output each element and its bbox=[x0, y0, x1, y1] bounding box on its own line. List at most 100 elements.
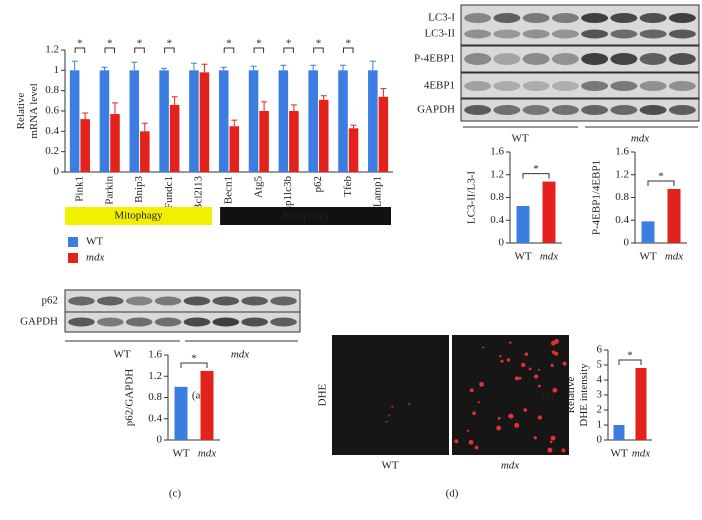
y-tick-label: 1 bbox=[54, 64, 60, 76]
significance-label: * bbox=[137, 38, 143, 50]
cell-signal bbox=[514, 422, 520, 428]
blot-band bbox=[639, 53, 667, 65]
cell-signal bbox=[514, 376, 519, 381]
x-tick-label: mdx bbox=[665, 251, 683, 263]
y-tick-label: 1 bbox=[597, 419, 603, 431]
blot-band bbox=[610, 29, 638, 39]
blot-frame bbox=[64, 311, 301, 333]
blot-band bbox=[581, 13, 609, 23]
cell-signal bbox=[477, 401, 480, 404]
blot-band bbox=[493, 29, 521, 39]
y-tick-label: 1.6 bbox=[615, 146, 629, 158]
cell-signal bbox=[468, 439, 474, 445]
bar bbox=[542, 181, 556, 243]
bar bbox=[278, 70, 289, 172]
significance-bracket bbox=[104, 47, 115, 53]
cell-signal bbox=[479, 381, 485, 387]
blot-label: p62 bbox=[42, 295, 59, 307]
significance-bracket bbox=[180, 362, 208, 368]
blot-band bbox=[551, 105, 579, 115]
significance-label: * bbox=[533, 163, 539, 175]
cell-signal bbox=[561, 448, 566, 453]
x-tick-label: Parkin bbox=[103, 176, 115, 205]
blot-band bbox=[212, 317, 240, 327]
x-tick-label: WT bbox=[514, 251, 531, 263]
y-tick-label: 0.6 bbox=[45, 105, 59, 117]
cell-signal bbox=[391, 405, 394, 409]
legend-swatch bbox=[68, 237, 78, 247]
y-tick-label: 0.4 bbox=[45, 125, 59, 137]
bar bbox=[308, 70, 318, 172]
blot-band bbox=[68, 296, 95, 306]
significance-bracket bbox=[134, 47, 145, 53]
legend-label: WT bbox=[86, 236, 103, 248]
x-tick-label: Becn1 bbox=[223, 176, 235, 204]
significance-bracket bbox=[283, 47, 294, 53]
group-band bbox=[220, 207, 391, 225]
significance-label: * bbox=[658, 171, 664, 183]
cell-signal bbox=[550, 435, 556, 441]
bar bbox=[69, 70, 80, 172]
blot-band bbox=[97, 317, 124, 327]
blot-band bbox=[610, 105, 638, 115]
panel-label: (b) bbox=[542, 390, 555, 402]
bar bbox=[248, 70, 259, 172]
y-tick-label: 0.8 bbox=[615, 191, 629, 203]
blot-label: LC3-I bbox=[428, 12, 455, 24]
cell-signal bbox=[550, 363, 554, 367]
y-tick-label: 0 bbox=[157, 434, 163, 446]
group-label: WT bbox=[113, 349, 130, 361]
blot-label: GAPDH bbox=[417, 104, 455, 116]
blot-band bbox=[493, 53, 521, 65]
bar bbox=[516, 206, 530, 243]
bar bbox=[199, 72, 210, 172]
cell-signal bbox=[549, 440, 553, 444]
blot-band bbox=[68, 317, 95, 327]
y-axis-label: p62/GAPDH bbox=[124, 369, 136, 427]
bar bbox=[318, 99, 329, 172]
blot-band bbox=[464, 13, 492, 23]
bar bbox=[218, 70, 229, 172]
bar bbox=[159, 70, 169, 172]
bar bbox=[348, 128, 359, 172]
blot-band bbox=[183, 317, 211, 327]
significance-bracket bbox=[253, 47, 265, 53]
bar bbox=[667, 188, 681, 243]
y-tick-label: 1.2 bbox=[45, 44, 59, 56]
blot-frame bbox=[460, 98, 700, 122]
significance-label: * bbox=[226, 38, 232, 50]
y-tick-label: 1.2 bbox=[615, 168, 629, 180]
y-tick-label: 0.4 bbox=[490, 214, 504, 226]
blot-band bbox=[522, 13, 550, 23]
bar bbox=[129, 70, 140, 172]
significance-bracket bbox=[313, 47, 324, 53]
cell-signal bbox=[472, 411, 476, 416]
blot-band bbox=[581, 29, 609, 39]
x-tick-label: Bcl2l13 bbox=[193, 176, 205, 211]
y-tick-label: 0 bbox=[597, 434, 603, 446]
blot-band bbox=[551, 81, 579, 91]
blot-band bbox=[668, 81, 696, 91]
significance-label: * bbox=[167, 38, 173, 50]
blot-band bbox=[639, 105, 667, 115]
x-tick-label: Fundc1 bbox=[163, 176, 175, 209]
blot-band bbox=[668, 29, 696, 39]
significance-bracket bbox=[223, 47, 235, 53]
y-axis-label: LC3-II/L3-I bbox=[466, 171, 478, 224]
blot-band bbox=[464, 81, 492, 91]
group-label: WT bbox=[381, 460, 398, 472]
blot-band bbox=[493, 81, 521, 91]
y-tick-label: 0.2 bbox=[45, 145, 59, 157]
blot-band bbox=[668, 13, 696, 23]
blot-label: LC3-II bbox=[424, 28, 455, 40]
cell-signal bbox=[533, 436, 537, 440]
y-tick-label: 0.8 bbox=[490, 191, 504, 203]
bar bbox=[200, 370, 214, 440]
legend-swatch bbox=[68, 253, 78, 263]
micrograph bbox=[452, 335, 569, 455]
blot-band bbox=[154, 317, 182, 327]
blot-band bbox=[610, 13, 638, 23]
blot-band bbox=[581, 53, 609, 65]
bar bbox=[140, 131, 150, 172]
blot-band bbox=[212, 296, 240, 306]
